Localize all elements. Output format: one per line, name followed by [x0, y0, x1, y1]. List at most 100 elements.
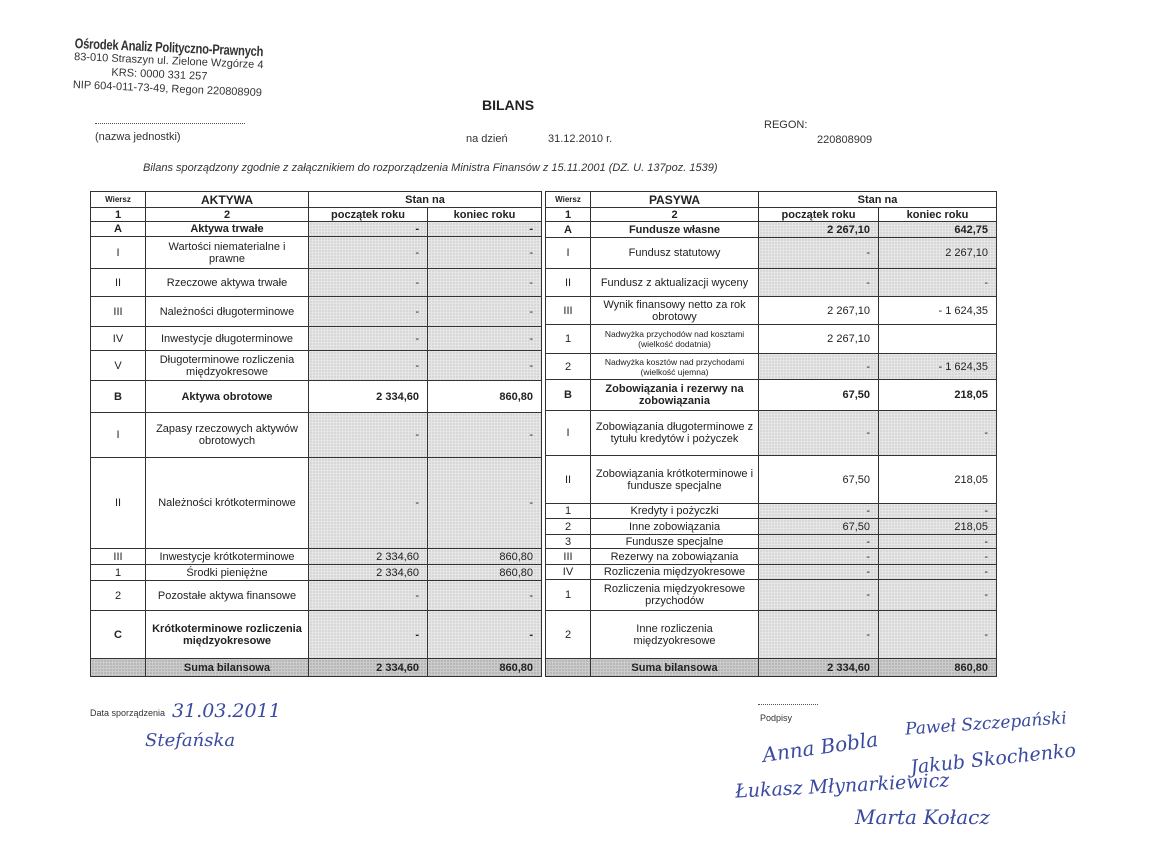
- row-number: III: [90, 548, 146, 565]
- value-year-start: -: [308, 457, 428, 549]
- value-year-start: -: [758, 610, 879, 659]
- date-value: 31.12.2010 r.: [548, 133, 613, 145]
- table-row: III Wynik finansowy netto za rok obrotowy…: [545, 296, 998, 325]
- row-number: II: [545, 455, 591, 504]
- table-row: C Krótkoterminowe rozliczenia międzyokres…: [90, 610, 543, 659]
- value-year-start: -: [758, 353, 879, 380]
- value-year-end: 642,75: [877, 221, 998, 238]
- table-row: V Długoterminowe rozliczenia międzyokreso…: [90, 350, 543, 381]
- value-year-end: -: [426, 221, 543, 237]
- value-year-start: -: [308, 268, 428, 297]
- table-row: 3 Fundusze specjalne - -: [545, 534, 998, 549]
- value-year-start: 2 267,10: [758, 296, 879, 325]
- unit-name-label: (nazwa jednostki): [95, 131, 181, 143]
- row-label: Rozliczenia międzyokresowe przychodów: [590, 579, 759, 611]
- value-year-start: 2 334,60: [308, 380, 428, 413]
- row-number: IV: [90, 326, 146, 351]
- value-year-end: -: [877, 268, 998, 297]
- header-year-end: koniec roku: [877, 207, 998, 222]
- value-year-start: -: [308, 236, 428, 269]
- row-number: 2: [90, 580, 146, 611]
- value-year-end: 218,05: [877, 455, 998, 504]
- table-row: II Należności krótkoterminowe - -: [90, 457, 543, 549]
- row-number: [90, 658, 146, 677]
- value-year-end: [877, 324, 998, 354]
- row-number: C: [90, 610, 146, 659]
- value-year-start: -: [758, 534, 879, 549]
- row-number: A: [90, 221, 146, 237]
- row-label: Należności długoterminowe: [145, 296, 309, 327]
- header-state: Stan na: [757, 191, 998, 208]
- value-year-end: 860,80: [426, 548, 543, 565]
- row-label: Rzeczowe aktywa trwałe: [145, 268, 309, 297]
- value-year-end: -: [426, 580, 543, 611]
- value-year-end: -: [426, 350, 543, 381]
- row-label: Nadwyżka przychodów nad kosztami (wielko…: [590, 324, 759, 354]
- value-year-end: -: [877, 534, 998, 549]
- table-row: II Zobowiązania krótkoterminowe i fundusz…: [545, 455, 998, 504]
- table-row: I Zobowiązania długoterminowe z tytułu kr…: [545, 410, 998, 456]
- header-row: Wiersz PASYWA Stan na: [545, 191, 998, 208]
- header-row-number: Wiersz: [90, 191, 146, 208]
- row-label: Suma bilansowa: [590, 658, 759, 677]
- document-title: BILANS: [482, 97, 535, 113]
- table-row: I Fundusz statutowy -2 267,10: [545, 237, 998, 269]
- value-year-start: -: [308, 326, 428, 351]
- row-number: 2: [545, 610, 591, 659]
- row-label: Fundusze specjalne: [590, 534, 759, 549]
- row-label: Należności krótkoterminowe: [145, 457, 309, 549]
- row-number: I: [90, 236, 146, 269]
- row-number: B: [545, 379, 591, 411]
- value-year-start: 67,50: [758, 455, 879, 504]
- signature: Anna Bobla: [760, 727, 880, 767]
- row-label: Aktywa trwałe: [145, 221, 309, 237]
- table-row: IV Rozliczenia międzyokresowe - -: [545, 564, 998, 580]
- row-label: Fundusz statutowy: [590, 237, 759, 269]
- row-label: Inwestycje krótkoterminowe: [145, 548, 309, 565]
- value-year-end: 860,80: [877, 658, 998, 677]
- row-number: II: [90, 268, 146, 297]
- row-number: 2: [545, 353, 591, 380]
- row-label: Rezerwy na zobowiązania: [590, 548, 759, 565]
- value-year-start: -: [308, 610, 428, 659]
- value-year-end: -: [426, 326, 543, 351]
- row-number: B: [90, 380, 146, 413]
- row-number: I: [90, 412, 146, 458]
- value-year-end: 218,05: [877, 518, 998, 535]
- table-row: B Aktywa obrotowe 2 334,60 860,80: [90, 380, 543, 413]
- value-year-start: -: [758, 503, 879, 519]
- row-number: [545, 658, 591, 677]
- value-year-end: -: [426, 610, 543, 659]
- row-number: I: [545, 410, 591, 456]
- header-row: 1 2 początek roku koniec roku: [545, 207, 998, 222]
- value-year-end: 2 267,10: [877, 237, 998, 269]
- value-year-end: 860,80: [426, 564, 543, 581]
- row-label: Zobowiązania długoterminowe z tytułu kre…: [590, 410, 759, 456]
- table-row: 1 Kredyty i pożyczki - -: [545, 503, 998, 519]
- row-number: II: [545, 268, 591, 297]
- legal-basis: Bilans sporządzony zgodnie z załącznikie…: [143, 162, 718, 174]
- row-label: Inne rozliczenia międzyokresowe: [590, 610, 759, 659]
- table-row: III Rezerwy na zobowiązania - -: [545, 548, 998, 565]
- row-label: Środki pieniężne: [145, 564, 309, 581]
- header-section-name: PASYWA: [590, 191, 759, 208]
- table-row: 1 Środki pieniężne 2 334,60 860,80: [90, 564, 543, 581]
- table-row: 2 Nadwyżka kosztów nad przychodami (wielk…: [545, 353, 998, 380]
- row-label: Zobowiązania i rezerwy na zobowiązania: [590, 379, 759, 411]
- value-year-end: 860,80: [426, 658, 543, 677]
- value-year-start: 2 334,60: [308, 548, 428, 565]
- value-year-end: -: [426, 268, 543, 297]
- value-year-start: -: [308, 296, 428, 327]
- value-year-end: -: [426, 457, 543, 549]
- value-year-start: -: [758, 410, 879, 456]
- table-row: 2 Pozostałe aktywa finansowe - -: [90, 580, 543, 611]
- row-number: III: [545, 296, 591, 325]
- row-label: Aktywa obrotowe: [145, 380, 309, 413]
- table-row: I Zapasy rzeczowych aktywów obrotowych - -: [90, 412, 543, 458]
- preparation-date-handwritten: 31.03.2011: [172, 700, 281, 722]
- value-year-start: -: [758, 268, 879, 297]
- value-year-end: 218,05: [877, 379, 998, 411]
- row-label: Inwestycje długoterminowe: [145, 326, 309, 351]
- row-label: Fundusz z aktualizacji wyceny: [590, 268, 759, 297]
- value-year-start: 2 334,60: [758, 658, 879, 677]
